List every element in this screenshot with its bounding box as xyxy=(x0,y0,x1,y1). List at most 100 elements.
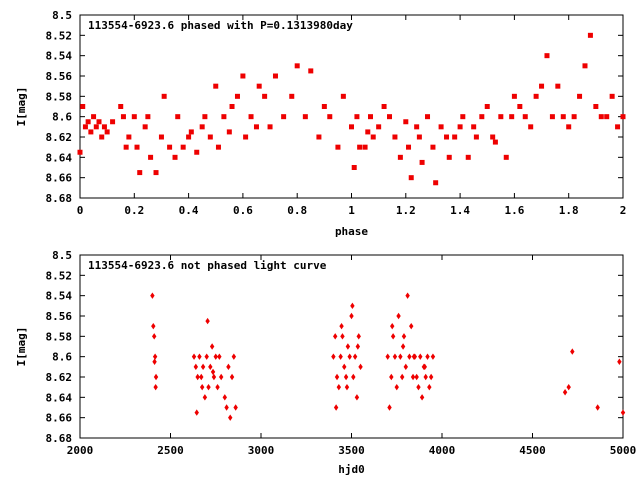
data-point xyxy=(351,165,357,170)
data-point xyxy=(101,124,107,130)
data-point xyxy=(199,383,205,391)
data-point xyxy=(208,363,213,371)
data-point xyxy=(321,104,327,109)
data-point xyxy=(316,134,322,140)
data-point xyxy=(226,129,232,135)
data-point xyxy=(354,114,360,120)
data-point xyxy=(262,93,268,99)
data-point xyxy=(410,373,416,381)
data-point xyxy=(390,333,396,340)
data-point xyxy=(522,114,528,120)
data-point xyxy=(617,358,622,365)
data-point xyxy=(110,119,116,125)
phased-y-axis-label: I[mag] xyxy=(15,87,28,127)
data-point xyxy=(533,93,539,99)
x-tick-label: 2 xyxy=(620,204,627,217)
data-point xyxy=(352,353,358,360)
data-point xyxy=(566,383,571,391)
data-point xyxy=(158,134,164,140)
data-point xyxy=(205,317,210,325)
data-point xyxy=(331,353,336,360)
data-point xyxy=(595,404,600,411)
x-tick-label: 3500 xyxy=(338,444,365,457)
data-point xyxy=(465,154,471,160)
data-point xyxy=(397,154,403,160)
y-tick-label: 8.58 xyxy=(46,330,73,343)
phased-x-axis-label: phase xyxy=(335,225,368,238)
data-point xyxy=(430,144,436,150)
data-point xyxy=(82,124,88,130)
x-tick-label: 0.2 xyxy=(124,204,144,217)
data-point xyxy=(118,104,124,109)
data-point xyxy=(387,114,393,120)
data-point xyxy=(80,104,86,109)
data-point xyxy=(289,93,295,99)
x-tick-label: 0 xyxy=(77,204,84,217)
y-tick-label: 8.56 xyxy=(46,70,73,83)
data-point xyxy=(145,114,151,120)
data-point xyxy=(327,114,333,120)
data-point xyxy=(217,353,222,360)
y-tick-label: 8.62 xyxy=(46,371,73,384)
data-point xyxy=(406,144,412,150)
data-point xyxy=(215,144,221,150)
y-tick-label: 8.68 xyxy=(46,432,73,445)
data-point xyxy=(370,134,376,140)
data-point xyxy=(414,124,420,130)
data-point xyxy=(354,394,360,401)
data-point xyxy=(409,322,414,330)
data-point xyxy=(457,124,463,130)
data-point xyxy=(604,114,610,120)
data-point xyxy=(294,63,300,69)
data-point xyxy=(615,124,621,130)
x-tick-label: 1.4 xyxy=(450,204,470,217)
data-point xyxy=(222,394,227,401)
data-point xyxy=(405,292,410,299)
data-point xyxy=(430,353,436,360)
y-tick-label: 8.52 xyxy=(46,29,73,42)
data-point xyxy=(148,154,154,160)
x-tick-label: 0.8 xyxy=(287,204,307,217)
phased-x-axis-ticks: 0 0.2 0.4 0.6 0.8 1 1.2 1.4 1.6 1.8 2 xyxy=(77,15,627,217)
y-tick-label: 8.64 xyxy=(46,151,73,164)
y-tick-label: 8.5 xyxy=(52,249,72,262)
data-point xyxy=(199,124,205,130)
phased-plot-frame xyxy=(79,14,624,199)
data-point xyxy=(234,93,240,99)
data-point xyxy=(392,134,398,140)
data-point xyxy=(272,73,278,79)
phased-light-curve-plot: 8.5 8.52 8.54 8.56 8.58 8.6 8.62 8.64 8.66 8.68 0… xyxy=(15,9,626,238)
data-point xyxy=(224,404,229,411)
data-point xyxy=(131,114,137,120)
data-point xyxy=(503,154,509,160)
data-point xyxy=(226,363,231,371)
phased-y-axis-ticks: 8.5 8.52 8.54 8.56 8.58 8.6 8.62 8.64 8.66 8.68 xyxy=(46,9,623,205)
data-point xyxy=(88,129,94,135)
y-tick-label: 8.52 xyxy=(46,269,73,282)
y-tick-label: 8.62 xyxy=(46,131,73,144)
data-point xyxy=(308,68,314,74)
data-point xyxy=(418,353,423,360)
data-point xyxy=(423,373,428,381)
data-point xyxy=(433,180,439,186)
data-point xyxy=(381,104,387,109)
data-point xyxy=(587,32,593,38)
x-tick-label: 4000 xyxy=(429,444,456,457)
data-point xyxy=(338,353,343,360)
data-point xyxy=(213,353,218,360)
data-point xyxy=(577,93,583,99)
data-point xyxy=(492,139,498,145)
data-point xyxy=(498,114,504,120)
data-point xyxy=(340,333,345,340)
data-point xyxy=(186,134,192,140)
unphased-y-axis-ticks: 8.5 8.52 8.54 8.56 8.58 8.6 8.62 8.64 8.66 8.68 xyxy=(46,249,623,445)
data-point xyxy=(509,114,515,120)
data-point xyxy=(365,129,371,135)
y-tick-label: 8.66 xyxy=(46,412,73,425)
data-point xyxy=(194,409,199,416)
unphased-data-points xyxy=(150,292,626,421)
data-point xyxy=(93,124,99,130)
data-point xyxy=(390,322,395,330)
data-point xyxy=(302,114,308,120)
unphased-x-axis-label: hjd0 xyxy=(338,463,365,476)
